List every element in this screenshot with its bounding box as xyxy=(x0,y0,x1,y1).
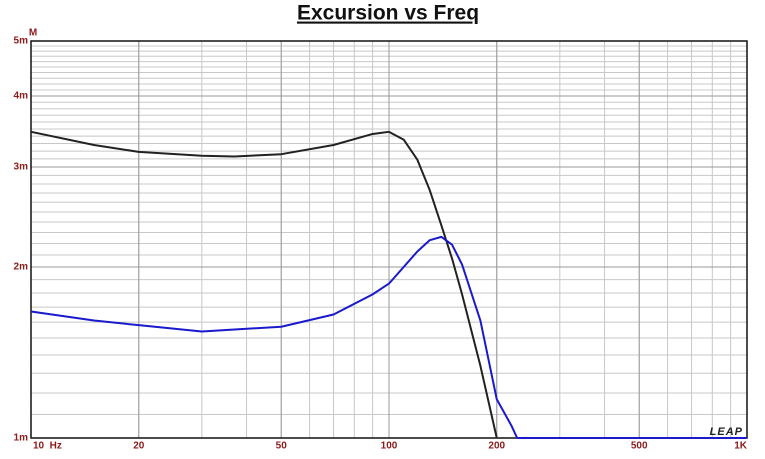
y-tick-label: 3m xyxy=(14,162,29,173)
y-tick-label: 4m xyxy=(14,91,29,102)
y-tick-label: 2m xyxy=(14,262,29,273)
plot-frame xyxy=(30,40,748,439)
series-line xyxy=(30,235,747,439)
x-tick-label: 10 Hz xyxy=(33,441,62,452)
series-line xyxy=(30,130,498,439)
y-unit: M xyxy=(29,28,37,39)
x-tick-label: 100 xyxy=(381,441,398,452)
watermark: LEAP xyxy=(710,426,743,438)
x-tick-label: 200 xyxy=(488,441,505,452)
y-tick-label: 1m xyxy=(14,433,29,444)
x-tick-label: 1K xyxy=(734,441,748,452)
y-tick-label: 5m xyxy=(14,36,29,47)
x-tick-label: 50 xyxy=(276,441,288,452)
x-tick-label: 500 xyxy=(631,441,648,452)
x-tick-label: 20 xyxy=(133,441,145,452)
chart-title: Excursion vs Freq xyxy=(297,2,479,25)
